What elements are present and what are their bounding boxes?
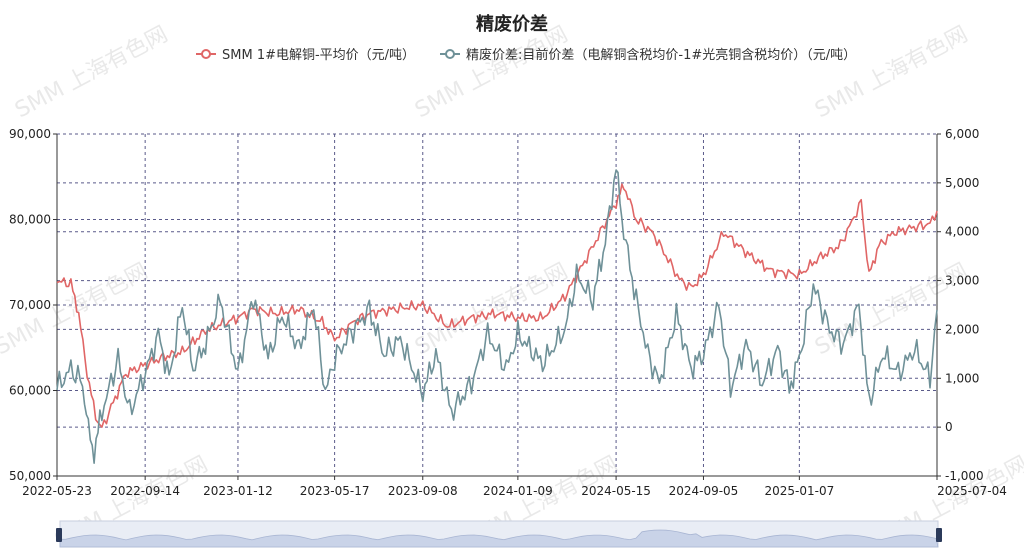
y-right-tick-label: 1,000: [945, 371, 979, 385]
x-tick-label: 2025-01-07: [764, 484, 834, 498]
y-left-tick-label: 50,000: [9, 469, 51, 483]
data-zoom-slider[interactable]: [56, 520, 942, 548]
y-left-tick-label: 90,000: [9, 127, 51, 141]
y-right-tick-label: 6,000: [945, 127, 979, 141]
x-tick-label: 2023-05-17: [300, 484, 370, 498]
axes: 50,000 60,000 70,000 80,000 90,000 -1,000 0 1,0…: [9, 127, 1007, 498]
legend-item-1[interactable]: SMM 1#电解铜-平均价（元/吨）: [196, 48, 415, 63]
x-tick-label: 2023-09-08: [388, 484, 458, 498]
y-right-tick-label: 4,000: [945, 225, 979, 239]
series-layer: [56, 169, 938, 464]
x-tick-label: 2025-07-04: [937, 484, 1007, 498]
x-tick-label: 2024-01-09: [483, 484, 553, 498]
legend-label: 精废价差:目前价差（电解铜含税均价-1#光亮铜含税均价）（元/吨）: [466, 47, 856, 63]
legend-label: SMM 1#电解铜-平均价（元/吨）: [222, 48, 415, 63]
watermark-text: SMM 上海有色网: [11, 22, 172, 123]
legend[interactable]: SMM 1#电解铜-平均价（元/吨） 精废价差:目前价差（电解铜含税均价-1#光亮…: [196, 47, 856, 63]
legend-item-2[interactable]: 精废价差:目前价差（电解铜含税均价-1#光亮铜含税均价）（元/吨）: [440, 47, 856, 63]
x-tick-label: 2024-05-15: [581, 484, 651, 498]
x-tick-label: 2022-09-14: [110, 484, 180, 498]
watermark-text: SMM 上海有色网: [811, 22, 972, 123]
y-right-tick-label: 0: [945, 420, 953, 434]
slider-handle-right[interactable]: [936, 528, 942, 542]
legend-marker-icon: [201, 49, 211, 59]
y-right-tick-label: -1,000: [945, 469, 984, 483]
y-left-tick-label: 70,000: [9, 298, 51, 312]
slider-preview-area: [59, 529, 939, 548]
x-tick-label: 2023-01-12: [203, 484, 273, 498]
y-left-tick-label: 80,000: [9, 213, 51, 227]
y-right-tick-label: 3,000: [945, 274, 979, 288]
chart-title: 精废价差: [476, 13, 548, 35]
series-line-2: [56, 169, 938, 464]
series-line-1: [56, 183, 938, 428]
slider-handle-left[interactable]: [56, 528, 62, 542]
y-right-tick-label: 5,000: [945, 176, 979, 190]
y-left-tick-label: 60,000: [9, 384, 51, 398]
legend-marker-icon: [445, 49, 455, 59]
watermark-text: SMM 上海有色网: [411, 22, 572, 123]
x-tick-label: 2022-05-23: [22, 484, 92, 498]
y-right-tick-label: 2,000: [945, 322, 979, 336]
x-tick-label: 2024-09-05: [669, 484, 739, 498]
grid: [56, 133, 938, 477]
